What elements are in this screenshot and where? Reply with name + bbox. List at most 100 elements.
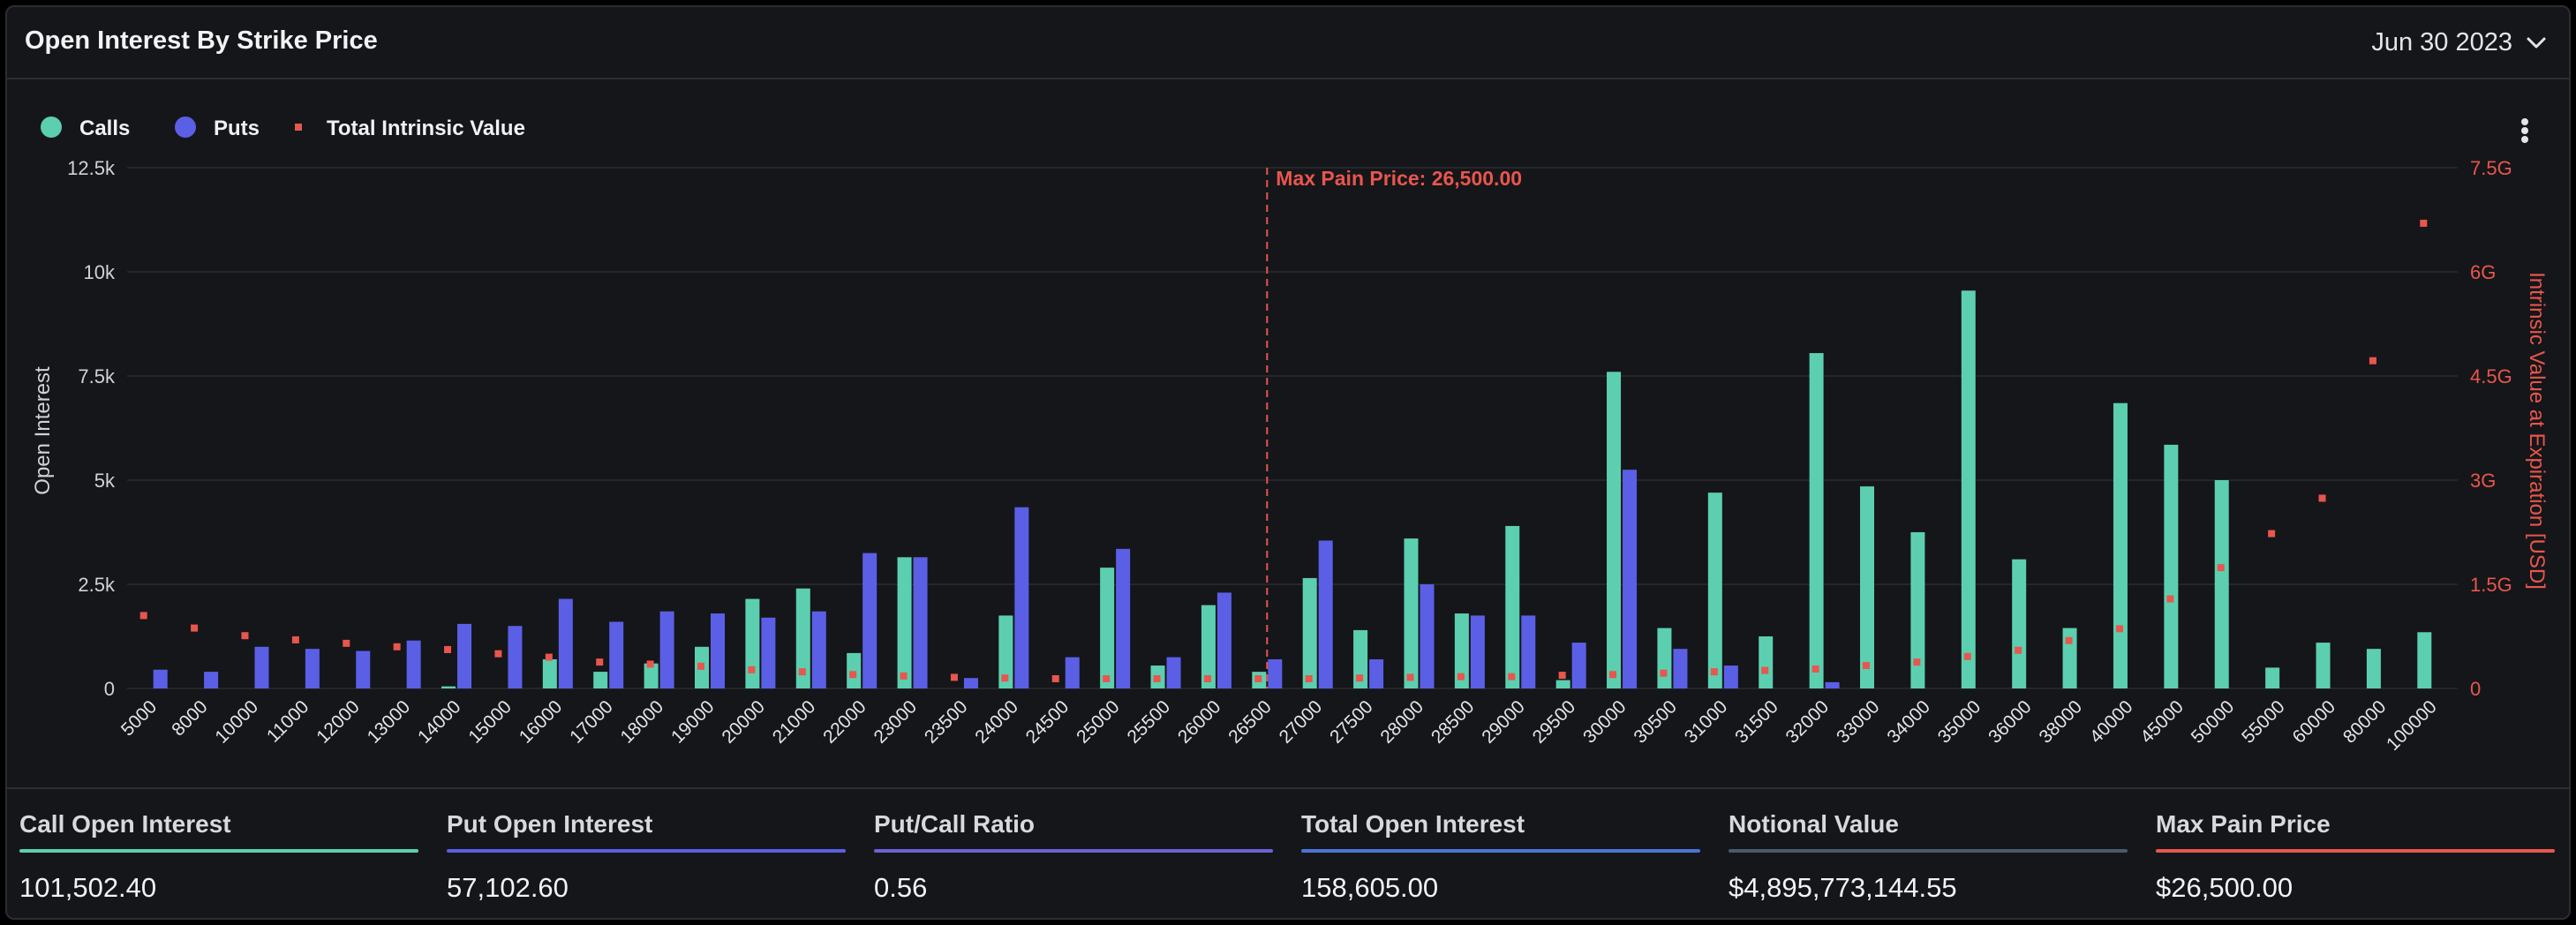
intrinsic-value-point[interactable] [1305, 674, 1313, 682]
put-bar[interactable] [659, 611, 674, 688]
call-bar[interactable] [2164, 444, 2179, 688]
call-bar[interactable] [1100, 568, 1115, 688]
intrinsic-value-point[interactable] [646, 660, 654, 668]
call-bar[interactable] [2113, 402, 2128, 688]
call-bar[interactable] [2012, 559, 2027, 688]
put-bar[interactable] [1521, 615, 1536, 688]
intrinsic-value-point[interactable] [139, 612, 147, 620]
call-bar[interactable] [1657, 628, 1672, 688]
put-bar[interactable] [1825, 681, 1840, 688]
put-bar[interactable] [913, 557, 928, 688]
call-bar[interactable] [847, 652, 862, 688]
intrinsic-value-point[interactable] [2115, 625, 2123, 633]
put-bar[interactable] [1420, 584, 1435, 688]
call-bar[interactable] [1201, 605, 1216, 688]
intrinsic-value-point[interactable] [596, 658, 604, 666]
put-bar[interactable] [1571, 643, 1586, 688]
put-bar[interactable] [963, 678, 978, 688]
intrinsic-value-point[interactable] [1001, 674, 1009, 682]
call-bar[interactable] [2214, 480, 2229, 688]
call-bar[interactable] [1809, 353, 1824, 688]
intrinsic-value-point[interactable] [748, 666, 756, 673]
call-bar[interactable] [1302, 577, 1317, 688]
intrinsic-value-point[interactable] [494, 650, 502, 658]
call-bar[interactable] [1505, 525, 1520, 688]
call-bar[interactable] [1759, 636, 1774, 688]
intrinsic-value-point[interactable] [1153, 674, 1161, 682]
put-bar[interactable] [862, 553, 877, 688]
intrinsic-value-point[interactable] [1811, 665, 1819, 673]
intrinsic-value-point[interactable] [1660, 669, 1668, 677]
intrinsic-value-point[interactable] [1710, 668, 1718, 676]
call-bar[interactable] [1607, 372, 1622, 688]
put-bar[interactable] [406, 640, 421, 688]
put-bar[interactable] [811, 611, 826, 688]
call-bar[interactable] [1707, 493, 1722, 688]
call-bar[interactable] [1910, 532, 1925, 688]
call-bar[interactable] [745, 598, 760, 688]
put-bar[interactable] [254, 646, 269, 688]
call-bar[interactable] [2265, 667, 2280, 688]
put-bar[interactable] [1318, 540, 1333, 688]
call-bar[interactable] [2417, 632, 2432, 688]
intrinsic-value-point[interactable] [2217, 564, 2225, 572]
more-options-icon[interactable] [2521, 118, 2528, 143]
call-bar[interactable] [441, 686, 456, 688]
call-bar[interactable] [593, 672, 608, 688]
put-bar[interactable] [711, 613, 725, 688]
call-bar[interactable] [1555, 680, 1570, 688]
intrinsic-value-point[interactable] [291, 635, 299, 643]
legend-item-calls[interactable]: Calls [41, 117, 130, 140]
put-bar[interactable] [508, 626, 523, 688]
intrinsic-value-point[interactable] [849, 671, 857, 679]
put-bar[interactable] [1116, 548, 1131, 688]
intrinsic-value-point[interactable] [1254, 674, 1262, 682]
put-bar[interactable] [558, 598, 573, 688]
legend-item-intrinsic[interactable]: Total Intrinsic Value [295, 117, 525, 140]
call-bar[interactable] [998, 615, 1013, 688]
put-bar[interactable] [1470, 615, 1485, 688]
intrinsic-value-point[interactable] [393, 643, 401, 651]
call-bar[interactable] [1454, 613, 1469, 688]
call-bar[interactable] [1353, 629, 1368, 688]
intrinsic-value-point[interactable] [444, 645, 452, 653]
intrinsic-value-point[interactable] [2166, 595, 2174, 603]
call-bar[interactable] [644, 663, 659, 688]
intrinsic-value-point[interactable] [1406, 673, 1414, 681]
put-bar[interactable] [1673, 649, 1688, 688]
put-bar[interactable] [204, 672, 219, 688]
intrinsic-value-point[interactable] [2268, 530, 2276, 538]
intrinsic-value-point[interactable] [2015, 646, 2022, 654]
put-bar[interactable] [1268, 658, 1283, 688]
intrinsic-value-point[interactable] [545, 653, 553, 661]
intrinsic-value-point[interactable] [1609, 671, 1617, 679]
put-bar[interactable] [1623, 470, 1638, 688]
call-bar[interactable] [1404, 538, 1419, 688]
put-bar[interactable] [1166, 657, 1181, 688]
intrinsic-value-point[interactable] [1051, 674, 1059, 682]
intrinsic-value-point[interactable] [1913, 658, 1921, 666]
intrinsic-value-point[interactable] [1963, 652, 1971, 660]
put-bar[interactable] [761, 617, 776, 688]
intrinsic-value-point[interactable] [241, 632, 249, 640]
put-bar[interactable] [1723, 666, 1738, 688]
intrinsic-value-point[interactable] [1103, 674, 1111, 682]
intrinsic-value-point[interactable] [1761, 666, 1769, 674]
put-bar[interactable] [1014, 507, 1029, 688]
call-bar[interactable] [2366, 649, 2381, 688]
legend-item-puts[interactable]: Puts [175, 117, 260, 140]
put-bar[interactable] [609, 621, 624, 688]
put-bar[interactable] [1216, 592, 1232, 688]
intrinsic-value-point[interactable] [900, 672, 908, 680]
intrinsic-value-point[interactable] [950, 673, 958, 681]
intrinsic-value-point[interactable] [1356, 674, 1364, 682]
put-bar[interactable] [457, 623, 472, 688]
intrinsic-value-point[interactable] [2318, 494, 2326, 502]
intrinsic-value-point[interactable] [191, 624, 199, 632]
call-bar[interactable] [1961, 290, 1976, 688]
intrinsic-value-point[interactable] [798, 668, 806, 676]
put-bar[interactable] [1369, 658, 1384, 688]
put-bar[interactable] [305, 649, 320, 688]
call-bar[interactable] [2316, 643, 2331, 688]
intrinsic-value-point[interactable] [2065, 636, 2073, 644]
